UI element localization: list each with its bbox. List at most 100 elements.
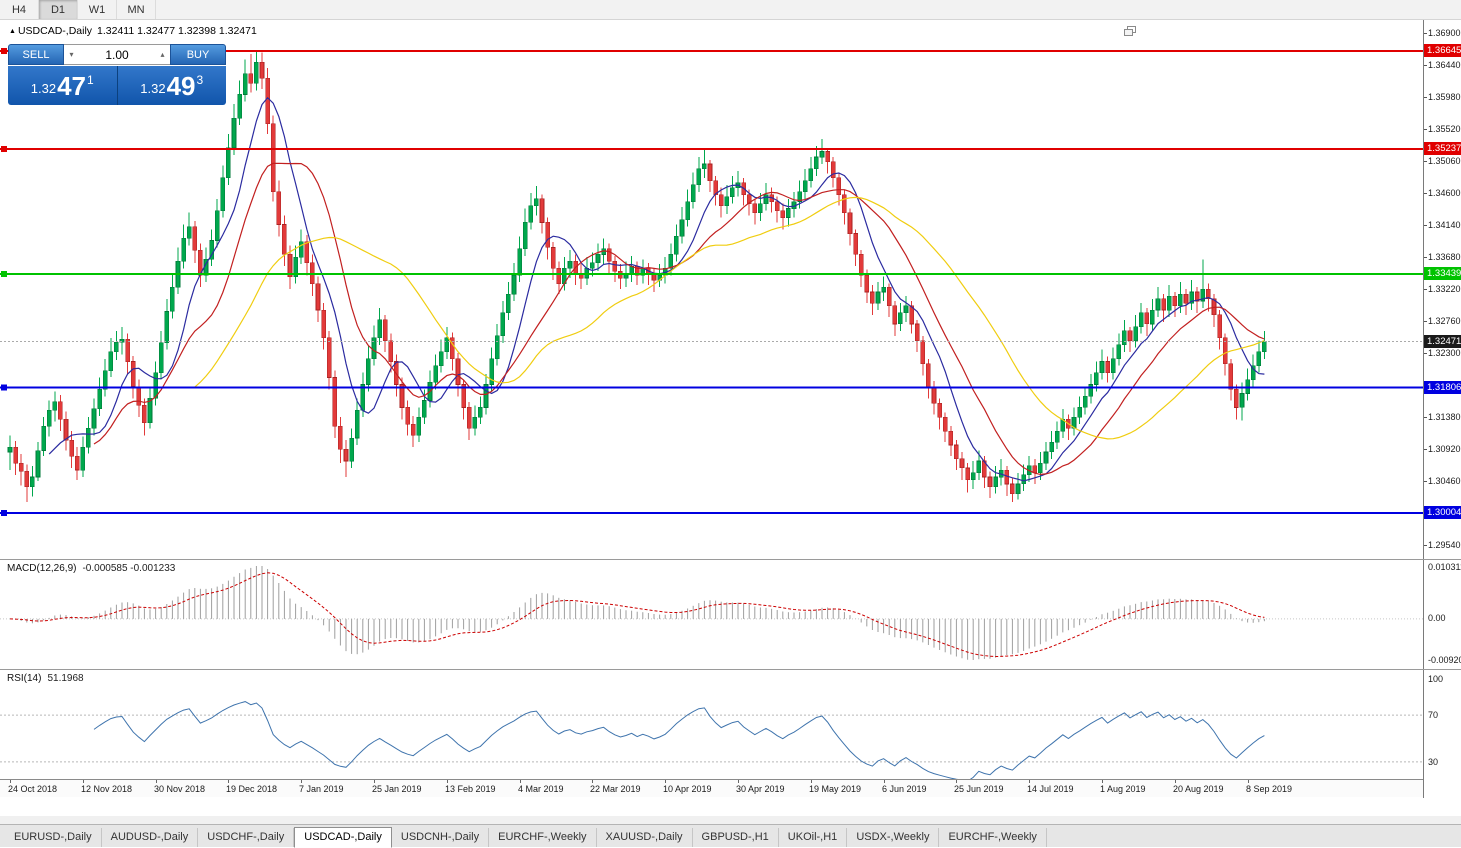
level-price-label: 1.36645 — [1424, 44, 1461, 57]
date-tick-label: 30 Apr 2019 — [736, 784, 785, 794]
tab-audusd-daily[interactable]: AUDUSD-,Daily — [102, 828, 199, 847]
price-tick-label: 1.34140 — [1428, 220, 1461, 230]
price-tick-mark — [1424, 545, 1427, 546]
chart-tab-bar: EURUSD-,Daily AUDUSD-,Daily USDCHF-,Daily U… — [0, 824, 1461, 848]
tab-usdchf-daily[interactable]: USDCHF-,Daily — [198, 828, 295, 847]
horizontal-scrollbar[interactable] — [0, 816, 1461, 824]
price-tick-mark — [1424, 161, 1427, 162]
level-price-label: 1.33439 — [1424, 267, 1461, 280]
moving-average-8 — [48, 96, 1265, 482]
sell-price-display[interactable]: 1.32 47 1 — [8, 66, 118, 105]
date-tick-mark — [374, 780, 375, 783]
tab-xauusd-daily[interactable]: XAUUSD-,Daily — [597, 828, 693, 847]
volume-increase-icon[interactable]: ▴ — [160, 50, 165, 59]
timeframe-toolbar: H4 D1 W1 MN — [0, 0, 1461, 20]
volume-input[interactable]: 1.00 — [105, 47, 129, 62]
date-tick-mark — [301, 780, 302, 783]
tab-usdcad-daily[interactable]: USDCAD-,Daily — [294, 827, 392, 848]
chart-ohlc-values: 1.32411 1.32477 1.32398 1.32471 — [97, 25, 257, 37]
price-tick-mark — [1424, 417, 1427, 418]
level-anchor — [1, 509, 7, 516]
date-tick-label: 4 Mar 2019 — [518, 784, 564, 794]
timeframe-button-mn[interactable]: MN — [117, 0, 156, 19]
level-anchor — [1, 145, 7, 152]
price-tick-label: 1.36440 — [1428, 60, 1461, 70]
rsi-label: RSI(14) 51.1968 — [7, 673, 84, 684]
price-tick-mark — [1424, 449, 1427, 450]
macd-axis-label: 0.00 — [1428, 613, 1446, 623]
timeframe-button-w1[interactable]: W1 — [78, 0, 117, 19]
sell-button[interactable]: SELL — [8, 44, 64, 65]
rsi-axis-label: 100 — [1428, 674, 1444, 684]
date-tick-label: 8 Sep 2019 — [1246, 784, 1293, 794]
price-tick-label: 1.33220 — [1428, 284, 1461, 294]
macd-signal-line — [9, 572, 1265, 658]
buy-price-display[interactable]: 1.32 49 3 — [117, 66, 226, 105]
level-price-label: 1.35237 — [1424, 142, 1461, 155]
level-anchor — [1, 48, 7, 54]
timeframe-button-d1[interactable]: D1 — [39, 0, 78, 19]
chart-symbol-period: USDCAD-,Daily — [17, 25, 93, 37]
date-tick-mark — [1175, 780, 1176, 783]
tab-usdcnh-daily[interactable]: USDCNH-,Daily — [392, 828, 490, 847]
date-tick-label: 25 Jun 2019 — [954, 784, 1004, 794]
tab-eurchf-weekly[interactable]: EURCHF-,Weekly — [489, 828, 597, 847]
date-tick-label: 14 Jul 2019 — [1027, 784, 1074, 794]
rsi-value: 51.1968 — [47, 673, 84, 684]
price-tick-label: 1.30920 — [1428, 444, 1461, 454]
buy-price-sup: 3 — [196, 73, 204, 87]
chart-title: ▲ USDCAD-,Daily 1.32411 1.32477 1.32398 1.… — [9, 25, 257, 37]
price-tick-mark — [1424, 289, 1427, 290]
date-tick-mark — [1102, 780, 1103, 783]
chart-marker-icon: ▲ — [9, 28, 16, 35]
buy-button[interactable]: BUY — [170, 44, 226, 65]
sell-price-sup: 1 — [87, 73, 94, 87]
date-tick-label: 25 Jan 2019 — [372, 784, 422, 794]
rsi-line — [93, 701, 1265, 782]
sell-price-base: 1.32 — [30, 81, 57, 96]
date-tick-label: 6 Jun 2019 — [882, 784, 927, 794]
macd-axis-label: 0.010311 — [1428, 562, 1461, 572]
volume-control[interactable]: ▾ 1.00 ▴ — [64, 44, 170, 65]
date-tick-mark — [10, 780, 11, 783]
price-chart[interactable] — [0, 20, 1423, 558]
price-tick-mark — [1424, 321, 1427, 322]
date-tick-label: 7 Jan 2019 — [299, 784, 344, 794]
volume-decrease-icon[interactable]: ▾ — [69, 50, 74, 59]
macd-histogram — [15, 566, 1265, 660]
tab-usdx-weekly[interactable]: USDX-,Weekly — [847, 828, 940, 847]
price-tick-label: 1.34600 — [1428, 188, 1461, 198]
date-tick-label: 30 Nov 2018 — [154, 784, 206, 794]
date-tick-label: 12 Nov 2018 — [81, 784, 133, 794]
panel-separator[interactable] — [0, 559, 1461, 560]
date-axis[interactable]: 24 Oct 2018 12 Nov 2018 30 Nov 2018 19 Dec … — [0, 779, 1461, 797]
date-tick-label: 1 Aug 2019 — [1100, 784, 1146, 794]
date-tick-label: 19 Dec 2018 — [226, 784, 278, 794]
rsi-panel[interactable] — [0, 670, 1423, 798]
panel-separator[interactable] — [0, 669, 1461, 670]
level-price-label: 1.31806 — [1424, 381, 1461, 394]
rsi-axis-label: 70 — [1428, 710, 1439, 720]
level-anchor — [1, 384, 7, 391]
timeframe-button-group: H4 D1 W1 MN — [0, 0, 156, 19]
price-tick-mark — [1424, 129, 1427, 130]
price-tick-mark — [1424, 225, 1427, 226]
tab-ukoil-h1[interactable]: UKOil-,H1 — [779, 828, 848, 847]
price-tick-mark — [1424, 65, 1427, 66]
current-price-label: 1.32471 — [1424, 335, 1461, 348]
macd-panel[interactable] — [0, 560, 1423, 668]
buy-price-base: 1.32 — [140, 81, 166, 96]
date-tick-label: 20 Aug 2019 — [1173, 784, 1224, 794]
date-tick-mark — [592, 780, 593, 783]
date-tick-mark — [738, 780, 739, 783]
price-tick-label: 1.33680 — [1428, 252, 1461, 262]
restore-window-icon[interactable] — [1124, 26, 1136, 36]
tab-gbpusd-h1[interactable]: GBPUSD-,H1 — [693, 828, 779, 847]
date-tick-mark — [83, 780, 84, 783]
price-axis[interactable]: 1.36900 1.36440 1.35980 1.35520 1.35060 1.346… — [1423, 20, 1461, 798]
timeframe-button-h4[interactable]: H4 — [0, 0, 39, 19]
date-tick-mark — [156, 780, 157, 783]
date-tick-label: 10 Apr 2019 — [663, 784, 712, 794]
tab-eurusd-daily[interactable]: EURUSD-,Daily — [5, 828, 102, 847]
tab-eurchf-weekly[interactable]: EURCHF-,Weekly — [939, 828, 1047, 847]
